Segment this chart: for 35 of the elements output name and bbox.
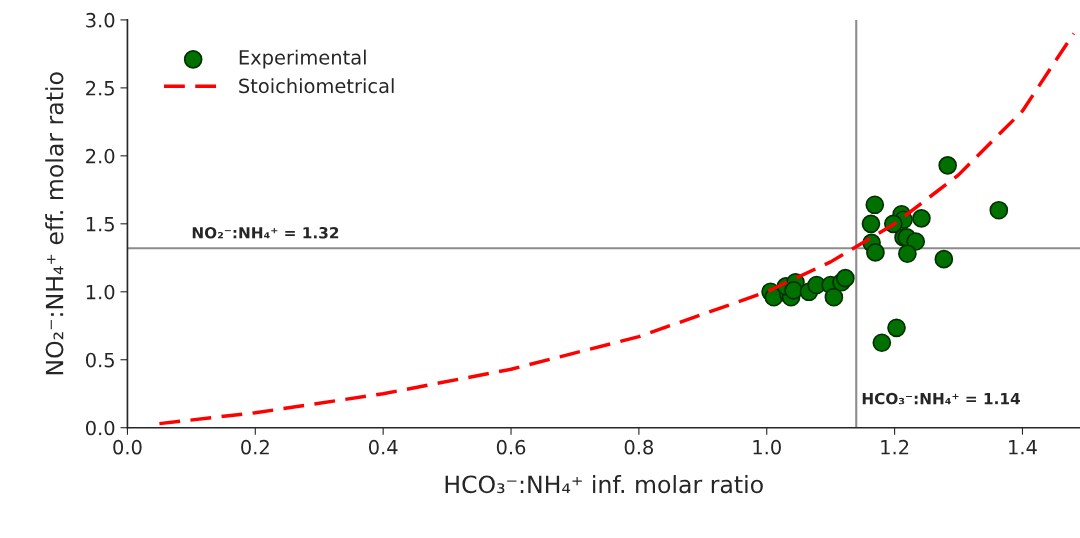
point <box>836 268 855 288</box>
legend-label: Experimental <box>239 49 366 69</box>
y-tick-label: 2.0 <box>86 148 115 164</box>
y-tick-label: 0.5 <box>85 352 114 368</box>
x-tick-label: 0.8 <box>624 439 654 455</box>
x-tick-label: 1.2 <box>881 439 909 455</box>
x-tick-label: 1.4 <box>1009 440 1037 455</box>
point <box>989 200 1009 220</box>
y-tick-label: 1.5 <box>86 217 114 232</box>
point <box>934 249 954 269</box>
x-tick-label: 1.0 <box>753 439 781 455</box>
point <box>887 318 906 338</box>
y-tick-label: 3.0 <box>86 12 115 28</box>
ref-line-label: NO₂⁻:NH₄⁺ = 1.32 <box>192 226 339 239</box>
point <box>824 287 844 307</box>
point <box>861 214 881 234</box>
x-tick-label: 0.6 <box>496 439 526 455</box>
y-tick-label: 1.0 <box>86 284 115 300</box>
line-series <box>157 31 1076 426</box>
y-tick-label: 0.0 <box>85 420 115 436</box>
x-tick-label: 0.0 <box>113 439 142 455</box>
point <box>866 243 885 262</box>
x-tick-label: 0.2 <box>241 439 269 455</box>
ref-line-label: HCO₃⁻:NH₄⁺ = 1.14 <box>862 392 1020 405</box>
point <box>938 156 958 175</box>
x-axis-title: HCO₃⁻:NH₄⁺ inf. molar ratio <box>445 475 763 494</box>
legend-label: Stoichiometrical <box>239 78 394 94</box>
x-tick-label: 0.4 <box>368 439 398 455</box>
y-tick-label: 2.5 <box>86 80 114 96</box>
point <box>784 281 803 300</box>
point <box>872 333 892 353</box>
point <box>865 195 885 215</box>
point <box>898 244 917 264</box>
y-axis-title: NO₂⁻:NH₄⁺ eff. molar ratio <box>45 72 64 375</box>
point <box>912 209 931 228</box>
